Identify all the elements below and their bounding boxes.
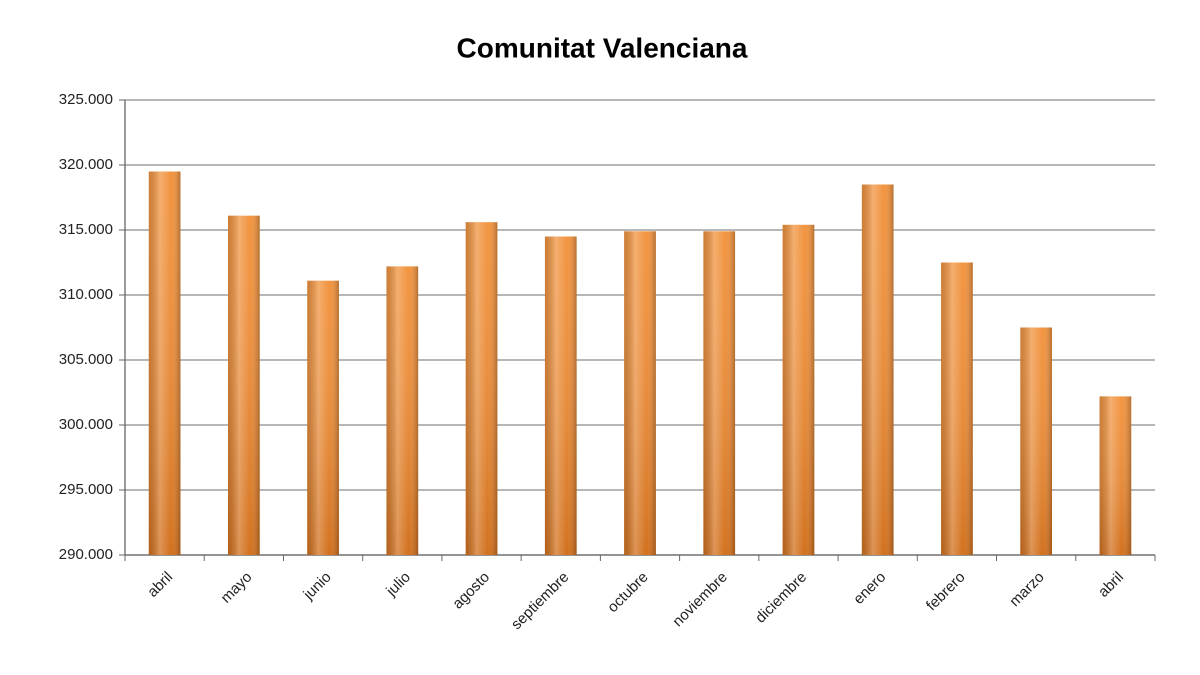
bar-highlight: [228, 215, 260, 555]
bar-highlight: [307, 280, 339, 555]
bar-highlight: [465, 222, 498, 555]
bar-highlight: [1099, 396, 1132, 555]
y-tick-label: 305.000: [59, 351, 113, 368]
bar-highlight: [386, 266, 419, 555]
x-tick-label: enero: [850, 569, 889, 608]
y-tick-label: 300.000: [59, 416, 113, 433]
x-tick-label: agosto: [449, 569, 493, 613]
x-tick-label: febrero: [923, 569, 969, 615]
y-tick-label: 295.000: [59, 481, 113, 498]
x-tick-label: diciembre: [752, 569, 810, 627]
bar-highlight: [782, 224, 815, 556]
bar-highlight: [861, 184, 894, 555]
x-tick-label: junio: [300, 569, 335, 604]
bar-highlight: [941, 262, 973, 555]
y-tick-label: 320.000: [59, 156, 113, 173]
y-tick-label: 310.000: [59, 286, 113, 303]
x-tick-label: octubre: [604, 569, 651, 616]
bar-highlight: [624, 231, 656, 556]
bar-highlight: [544, 236, 577, 555]
x-tick-label: abril: [1095, 569, 1127, 601]
chart-title: Comunitat Valenciana: [457, 32, 748, 63]
x-tick-label: mayo: [218, 569, 256, 607]
x-tick-label: julio: [382, 569, 414, 601]
x-tick-label: marzo: [1006, 569, 1047, 610]
y-tick-label: 290.000: [59, 546, 113, 563]
bar-highlight: [703, 231, 736, 556]
x-tick-label: abril: [144, 569, 176, 601]
x-tick-label: noviembre: [669, 569, 731, 631]
bar-highlight: [1020, 327, 1052, 555]
y-tick-label: 315.000: [59, 221, 113, 238]
bar-highlight: [148, 171, 181, 555]
x-tick-label: septiembre: [508, 569, 572, 633]
y-tick-label: 325.000: [59, 91, 113, 108]
